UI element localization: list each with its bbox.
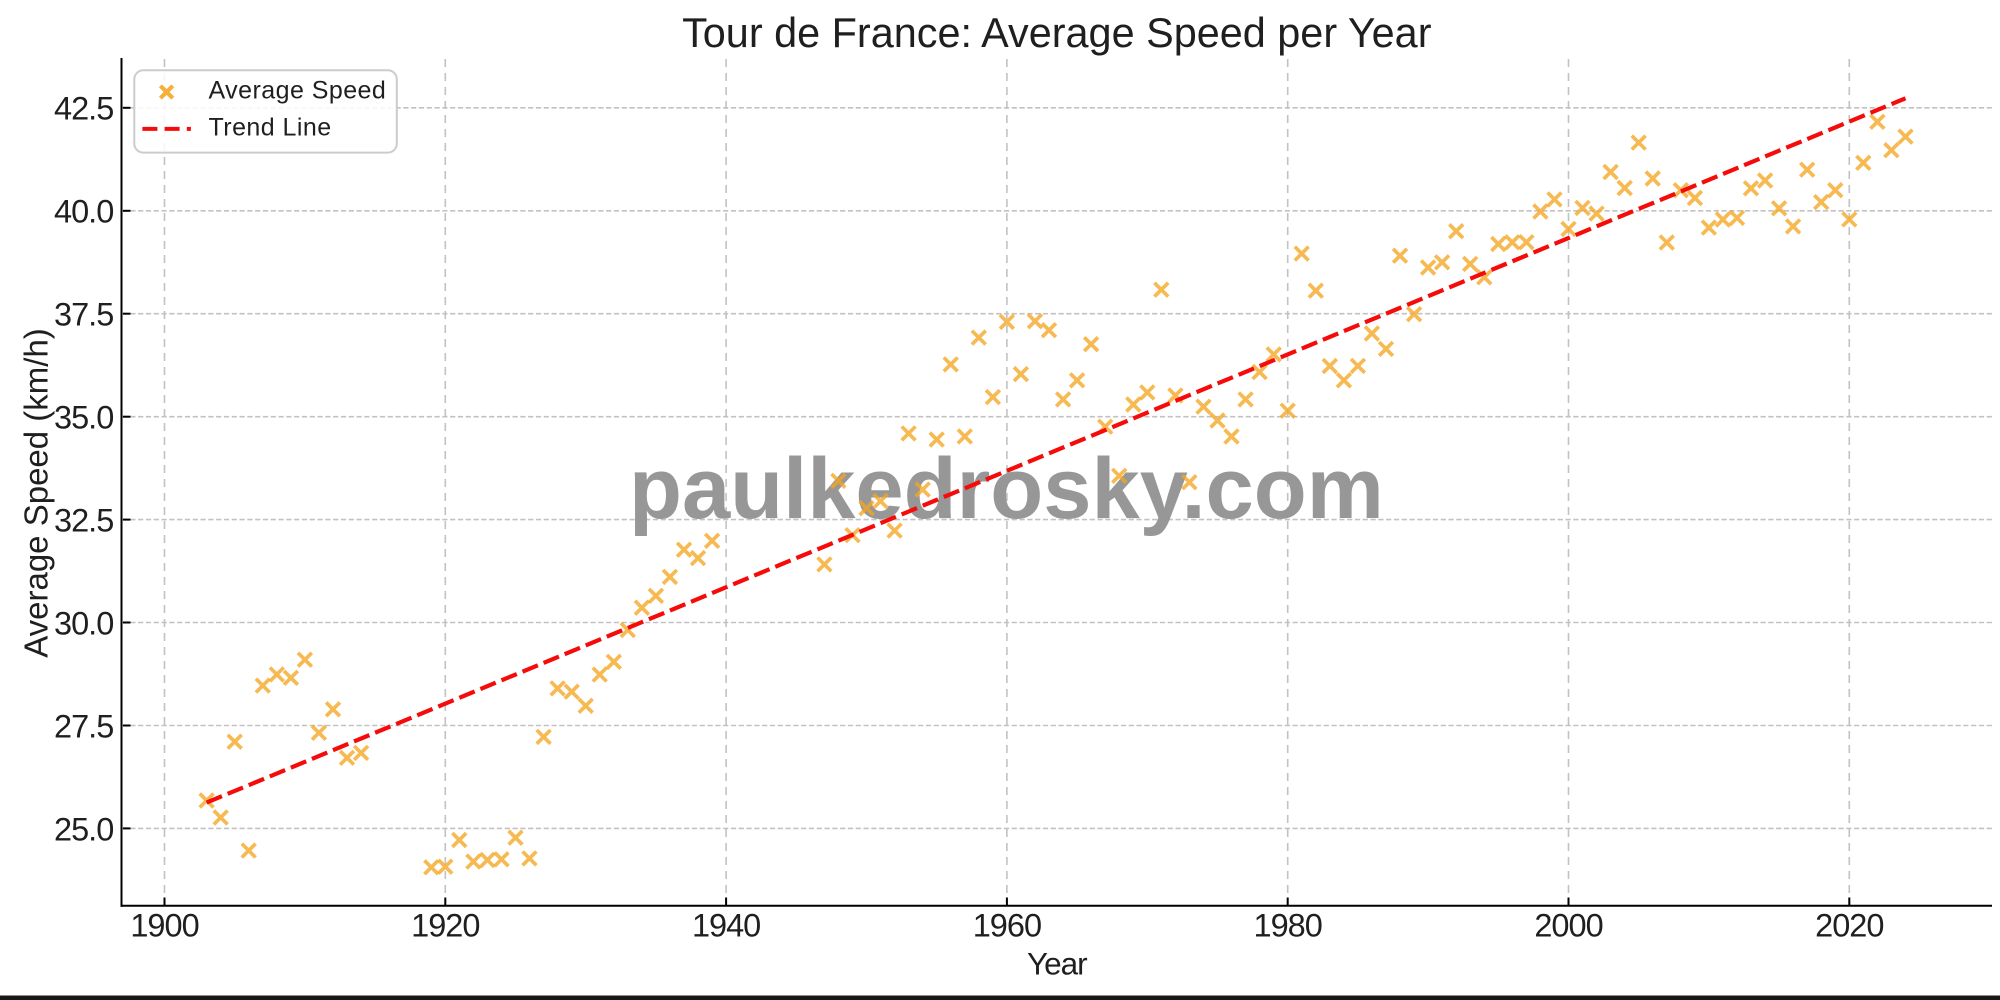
svg-text:1980: 1980: [1254, 908, 1322, 944]
svg-text:2020: 2020: [1815, 908, 1883, 944]
svg-text:40.0: 40.0: [54, 194, 113, 230]
svg-text:1920: 1920: [411, 908, 479, 944]
svg-text:42.5: 42.5: [54, 91, 113, 127]
svg-text:1960: 1960: [973, 908, 1041, 944]
svg-text:Tour de France: Average Speed: Tour de France: Average Speed per Year: [682, 10, 1432, 56]
svg-text:Year: Year: [1027, 946, 1087, 982]
svg-text:27.5: 27.5: [54, 708, 113, 744]
svg-text:30.0: 30.0: [54, 605, 113, 641]
svg-text:Average Speed (km/h): Average Speed (km/h): [18, 328, 55, 658]
svg-text:25.0: 25.0: [54, 811, 113, 847]
svg-text:Trend Line: Trend Line: [209, 114, 332, 142]
svg-text:2000: 2000: [1534, 908, 1602, 944]
svg-text:1940: 1940: [692, 908, 760, 944]
svg-text:paulkedrosky.com: paulkedrosky.com: [629, 441, 1384, 537]
svg-text:35.0: 35.0: [54, 400, 113, 436]
svg-text:32.5: 32.5: [54, 503, 113, 539]
svg-text:37.5: 37.5: [54, 297, 113, 333]
svg-text:1900: 1900: [130, 908, 198, 944]
svg-text:Average Speed: Average Speed: [209, 77, 387, 105]
